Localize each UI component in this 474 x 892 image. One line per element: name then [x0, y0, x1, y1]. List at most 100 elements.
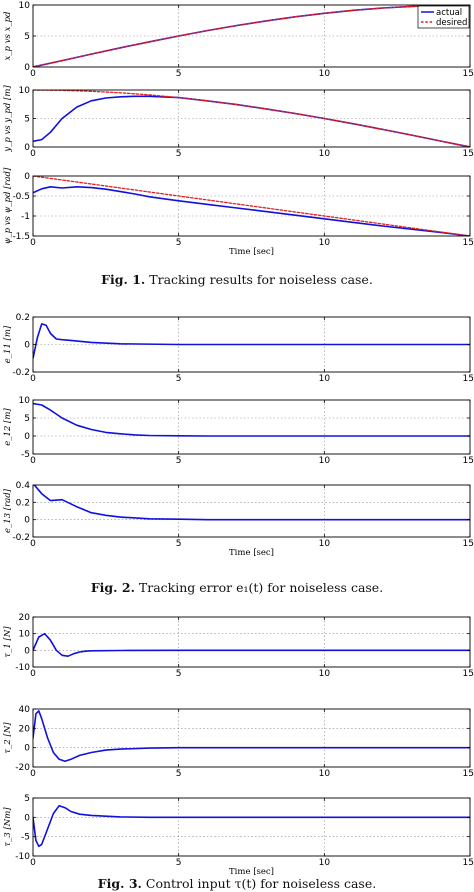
x-tick-label: 5	[176, 539, 182, 549]
chart-2: 0 5 10 15 0 5 10 y_p vs y_pd [m]	[3, 85, 474, 159]
x-tick-label: 10	[319, 858, 331, 868]
y-tick-label: -5	[21, 833, 30, 843]
x-tick-label: 5	[176, 669, 182, 679]
x-tick-label: 0	[30, 374, 36, 384]
y-tick-label: 0.2	[16, 313, 30, 323]
series-line-tau-2	[33, 710, 470, 763]
chart-4: 0 5 10 150.20-0.2e_11 [m]	[3, 313, 474, 384]
figure-3-caption-label: Fig. 3.	[97, 876, 142, 891]
y-tick-label: 5	[24, 794, 30, 804]
figure-2-caption-text: Tracking error e₁(t) for noiseless case.	[134, 580, 384, 595]
series-line-e-13	[33, 485, 470, 521]
x-tick-label: 5	[176, 456, 182, 466]
x-tick-label: 15	[463, 539, 474, 549]
y-tick-label: 0	[24, 432, 30, 442]
y-axis-label: ψ_p vs ψ_pd [rad]	[3, 167, 13, 244]
y-tick-label: -1.5	[12, 232, 30, 242]
x-tick-label: 15	[463, 769, 474, 779]
axes-box	[32, 616, 471, 668]
x-tick-label: 15	[463, 669, 474, 679]
y-axis-label: x_p vs x_pd	[3, 11, 13, 61]
x-tick-label: 10	[319, 374, 331, 384]
x-tick-label: 10	[319, 669, 331, 679]
series-line-e-12	[33, 402, 470, 437]
series-line-actual	[33, 95, 470, 147]
y-tick-label: 10	[19, 630, 31, 640]
figure-1-caption: Fig. 1. Tracking results for noiseless c…	[0, 272, 474, 287]
y-tick-label: -1	[21, 212, 30, 222]
y-tick-label: -10	[15, 852, 30, 862]
x-tick-label: 15	[463, 374, 474, 384]
x-tick-label: 5	[176, 858, 182, 868]
y-axis-label: e_12 [m]	[3, 408, 13, 446]
figure-1-caption-label: Fig. 1.	[101, 272, 146, 287]
x-tick-label: 0	[30, 69, 36, 79]
x-tick-label: 0	[30, 858, 36, 868]
y-tick-label: 10	[19, 1, 31, 11]
series-line-actual	[33, 186, 470, 236]
figure-3-caption-text: Control input τ(t) for noiseless case.	[141, 876, 377, 891]
x-tick-label: 0	[30, 238, 36, 248]
y-tick-label: 40	[19, 705, 31, 715]
y-tick-label: 10	[19, 86, 31, 96]
axes-box	[32, 708, 471, 768]
legend-label-desired: desired	[436, 18, 467, 28]
y-tick-label: 5	[24, 32, 30, 42]
x-tick-label: 15	[463, 456, 474, 466]
figure-2-caption: Fig. 2. Tracking error e₁(t) for noisele…	[0, 580, 474, 595]
y-tick-label: 0	[24, 813, 30, 823]
y-tick-label: -10	[15, 663, 30, 673]
y-tick-label: 0	[24, 143, 30, 153]
x-tick-label: 15	[463, 149, 474, 159]
x-tick-label: 0	[30, 669, 36, 679]
series-line-desired	[33, 176, 470, 236]
x-tick-label: 15	[463, 69, 474, 79]
figure-3-caption: Fig. 3. Control input τ(t) for noiseless…	[0, 876, 474, 891]
y-tick-label: -5	[21, 450, 30, 460]
y-tick-label: 0	[24, 341, 30, 351]
x-tick-label: 15	[463, 858, 474, 868]
x-tick-label: 0	[30, 539, 36, 549]
chart-6: 0 5 10 150.40.20-0.2e_13 [rad]Time [sec]	[3, 481, 474, 558]
y-tick-label: -0.2	[12, 533, 30, 543]
x-tick-label: 15	[463, 238, 474, 248]
y-tick-label: -0.2	[12, 368, 30, 378]
x-tick-label: 5	[176, 374, 182, 384]
axes-box	[32, 399, 471, 455]
chart-3: 0 5 10 15 0 -0.5 -1 -1.5ψ_p vs ψ_pd [rad] Time […	[3, 167, 474, 257]
axes-box	[32, 175, 471, 237]
y-tick-label: 20	[19, 613, 31, 623]
x-tick-label: 10	[319, 769, 331, 779]
y-tick-label: -0.5	[12, 192, 30, 202]
y-tick-label: 0.4	[16, 481, 31, 491]
axes-box	[32, 797, 471, 857]
y-tick-label: -20	[15, 763, 30, 773]
x-tick-label: 5	[176, 769, 182, 779]
series-line-tau-1	[33, 632, 470, 658]
x-tick-label: 0	[30, 769, 36, 779]
x-tick-label: 0	[30, 149, 36, 159]
axes-box	[32, 484, 471, 538]
x-tick-label: 5	[176, 238, 182, 248]
series-line-desired	[33, 90, 470, 147]
x-tick-label: 0	[30, 456, 36, 466]
x-tick-label: 10	[319, 456, 331, 466]
y-tick-label: 5	[24, 414, 30, 424]
x-tick-label: 10	[319, 69, 331, 79]
y-tick-label: 5	[24, 115, 30, 125]
y-tick-label: 0	[24, 63, 30, 73]
x-tick-label: 10	[319, 149, 331, 159]
legend-label-actual: actual	[436, 8, 462, 18]
chart-9: 0 5 10 15 5 0 -5 -10τ_3 [Nm] Time [sec]	[3, 794, 474, 877]
y-axis-label: τ_1 [N]	[3, 626, 13, 658]
y-tick-label: 0	[24, 646, 30, 656]
series-line-desired	[33, 5, 470, 67]
x-tick-label: 10	[319, 238, 331, 248]
y-tick-label: 20	[19, 724, 31, 734]
y-tick-label: 10	[19, 396, 31, 406]
